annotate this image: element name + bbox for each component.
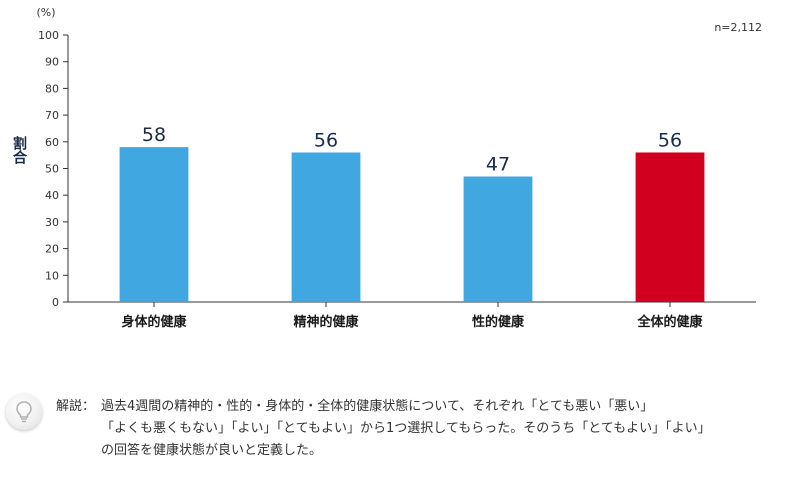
y-tick-label: 40	[45, 189, 59, 202]
note-prefix: 解説：	[56, 399, 96, 414]
y-tick-label: 50	[45, 163, 59, 176]
bar	[635, 152, 705, 302]
bar-value-label: 56	[658, 129, 682, 151]
note-line-3: の回答を健康状態が良いと定義した。	[101, 443, 323, 458]
note-line-2: 「よくも悪くもない」「よい」「とてもよい」から1つ選択してもらった。そのうち「と…	[101, 421, 711, 436]
plot-area: 0 10 20 30 40 50 60 70 80 90 100 58 身体的健康 56 精神的健康 47 性的…	[38, 29, 756, 330]
note-line-1: 過去4週間の精神的・性的・身体的・全体的健康状態について、それぞれ「とても悪い「…	[101, 399, 654, 414]
bar-value-label: 56	[314, 129, 338, 151]
y-tick-label: 30	[45, 216, 59, 229]
y-tick-label: 90	[45, 56, 59, 69]
bar-chart: (%) 割合 n=2,112 0 10 20 30 40 50 60 70 80 90 100 58 身…	[11, 6, 762, 330]
y-tick-label: 10	[45, 269, 59, 282]
bar	[463, 176, 533, 302]
bar-value-label: 58	[142, 124, 166, 146]
x-tick-label: 身体的健康	[121, 314, 187, 330]
y-tick-label: 60	[45, 136, 59, 149]
y-tick-label: 70	[45, 109, 59, 122]
y-tick-label: 0	[52, 296, 59, 309]
x-tick-label: 精神的健康	[293, 314, 359, 330]
y-tick-label: 100	[38, 29, 59, 42]
lightbulb-icon	[6, 394, 42, 430]
x-tick-label: 性的健康	[472, 314, 525, 330]
bar	[119, 147, 189, 302]
y-unit-label: (%)	[36, 6, 55, 19]
bar	[291, 152, 361, 302]
y-tick-label: 20	[45, 243, 59, 256]
bar-value-label: 47	[486, 154, 510, 176]
y-axis-label: 割合	[11, 135, 27, 165]
note-section: 解説： 過去4週間の精神的・性的・身体的・全体的健康状態について、それぞれ「とて…	[0, 388, 800, 485]
y-tick-label: 80	[45, 82, 59, 95]
x-tick-label: 全体的健康	[636, 314, 703, 330]
sample-size-label: n=2,112	[714, 21, 762, 34]
